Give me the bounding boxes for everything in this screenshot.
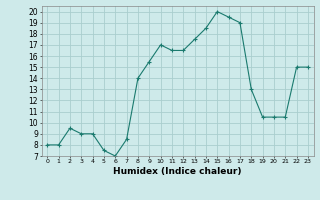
X-axis label: Humidex (Indice chaleur): Humidex (Indice chaleur) — [113, 167, 242, 176]
